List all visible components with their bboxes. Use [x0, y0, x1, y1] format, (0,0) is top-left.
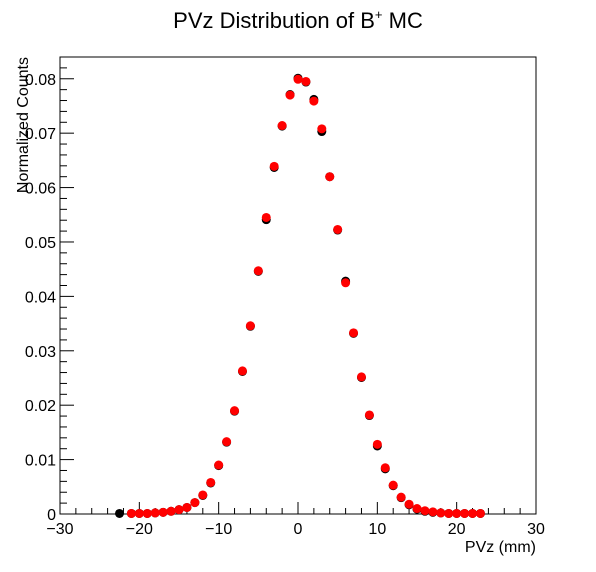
data-point [237, 366, 247, 376]
data-point [190, 498, 200, 508]
data-point [245, 321, 255, 331]
x-tick-label: −20 [126, 521, 153, 538]
data-point [293, 74, 303, 84]
data-point [412, 504, 422, 514]
data-point [222, 437, 232, 447]
data-point [364, 410, 374, 420]
data-point [349, 328, 359, 338]
data-point [475, 508, 485, 518]
data-point [380, 463, 390, 473]
data-point [174, 505, 184, 515]
axis-ticks [59, 56, 537, 515]
data-point [317, 124, 327, 134]
data-point [166, 506, 176, 516]
chart-title-main: PVz Distribution of B [173, 8, 375, 33]
y-axis-label: Normalized Counts [15, 57, 32, 193]
y-tick-label: 0.07 [25, 126, 56, 143]
data-point [150, 508, 160, 518]
data-point [460, 508, 470, 518]
x-tick-label: −10 [205, 521, 232, 538]
data-point [214, 460, 224, 470]
x-tick-label: 10 [368, 521, 386, 538]
data-point [285, 90, 295, 100]
data-point [356, 372, 366, 382]
y-tick-label: 0.08 [25, 72, 56, 89]
y-tick-label: 0.05 [25, 235, 56, 252]
series-0 [115, 73, 485, 518]
data-point [142, 508, 152, 518]
data-point [436, 508, 446, 518]
data-point [309, 96, 319, 106]
x-axis-label: PVz (mm) [465, 539, 536, 556]
data-point [115, 508, 124, 518]
data-point [444, 508, 454, 518]
plot-frame [59, 56, 537, 515]
axis-tick-labels: −30 −20 −10 0 10 20 30 0 0.01 0.02 0.03 0.04 0.05 0.0… [25, 72, 545, 538]
y-tick-label: 0.04 [25, 289, 56, 306]
x-tick-label: 20 [448, 521, 466, 538]
data-point [261, 212, 271, 222]
data-point [230, 406, 240, 416]
data-point [325, 172, 335, 182]
data-point [206, 477, 216, 487]
chart-title: PVz Distribution of B+ MC [173, 7, 423, 33]
data-point [396, 492, 406, 502]
data-point [420, 506, 430, 516]
data-point [452, 508, 462, 518]
y-tick-label: 0 [47, 507, 56, 524]
data-point [372, 439, 382, 449]
series-1 [126, 74, 485, 518]
data-point [404, 499, 414, 509]
data-point [269, 161, 279, 171]
x-tick-label: 0 [294, 521, 303, 538]
data-point [126, 508, 136, 518]
chart-title-superscript: + [375, 7, 383, 22]
x-tick-label: 30 [527, 521, 545, 538]
y-tick-label: 0.02 [25, 398, 56, 415]
y-tick-label: 0.06 [25, 181, 56, 198]
data-point [182, 502, 192, 512]
data-point [341, 278, 351, 288]
data-point [158, 507, 168, 517]
data-point [468, 508, 478, 518]
data-point [428, 507, 438, 517]
data-point [134, 508, 144, 518]
data-point [277, 121, 287, 131]
data-point [198, 490, 208, 500]
data-point [253, 266, 263, 276]
y-tick-label: 0.01 [25, 453, 56, 470]
y-tick-label: 0.03 [25, 344, 56, 361]
chart-title-suffix: MC [383, 8, 423, 33]
data-point [301, 76, 311, 86]
data-point [333, 224, 343, 234]
data-point [388, 480, 398, 490]
x-tick-label: −30 [46, 521, 73, 538]
data-points [115, 73, 485, 518]
